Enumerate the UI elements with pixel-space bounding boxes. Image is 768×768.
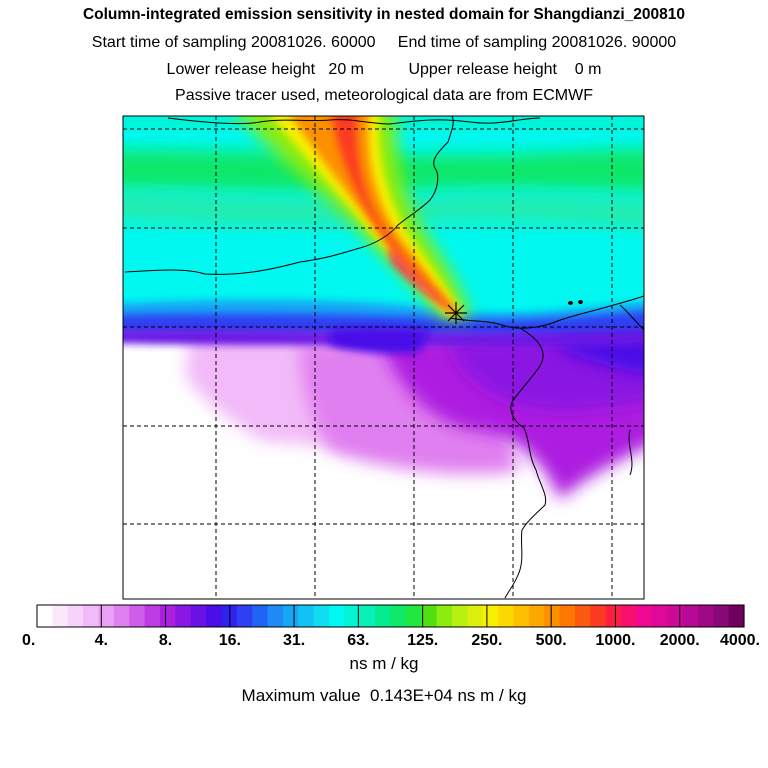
colorbar-cell — [636, 605, 653, 627]
colorbar-cell — [329, 605, 345, 627]
colorbar-tick-label: 125. — [407, 632, 438, 649]
tracer-info: Passive tracer used, meteorological data… — [175, 87, 593, 104]
release-heights: Lower release height 20 m Upper release … — [166, 61, 602, 78]
coastline-southeast — [628, 429, 633, 476]
colorbar-cell — [52, 605, 69, 627]
colorbar-cell — [159, 605, 176, 627]
colorbar-cell — [713, 605, 730, 627]
coastline-north — [167, 117, 541, 125]
colorbar-cell — [667, 605, 684, 627]
colorbar-cell — [206, 605, 223, 627]
colorbar-cell — [98, 605, 115, 627]
colorbar-cell — [267, 605, 284, 627]
colorbar-cell — [697, 605, 714, 627]
colorbar-cell — [621, 605, 638, 627]
colorbar-tick-label: 1000. — [595, 632, 635, 649]
colorbar-cell — [144, 605, 161, 627]
colorbar-cell — [313, 605, 330, 627]
colorbar-tick-label: 63. — [347, 632, 369, 649]
colorbar-cell — [528, 605, 545, 627]
colorbar-frame — [36, 604, 745, 628]
coastline-east-small — [619, 304, 644, 331]
colorbar-cell — [175, 605, 192, 627]
colorbar-tick-label: 500. — [536, 632, 567, 649]
colorbar-tick-label: 0. — [22, 632, 35, 649]
colorbar-cell — [252, 605, 269, 627]
colorbar-cell — [728, 605, 745, 627]
colorbar-cell — [236, 605, 253, 627]
field-blue-tongue — [330, 327, 430, 354]
colorbar-cell — [83, 605, 100, 627]
colorbar-cell — [651, 605, 668, 627]
colorbar-tick-label: 2000. — [660, 632, 700, 649]
colorbar-cell — [375, 605, 392, 627]
colorbar-tick-label: 250. — [471, 632, 502, 649]
colorbar-cell — [590, 605, 607, 627]
colorbar-tick-label: 4000. — [720, 632, 760, 649]
colorbar-cell — [498, 605, 515, 627]
chart-title: Column-integrated emission sensitivity i… — [82, 6, 686, 23]
colorbar-units: ns m / kg — [349, 654, 419, 673]
coastline-east — [449, 295, 644, 329]
map-grid — [123, 116, 644, 599]
colorbar-cell — [605, 605, 622, 627]
maximum-value: Maximum value 0.143E+04 ns m / kg — [241, 686, 527, 705]
colorbar-cell — [298, 605, 315, 627]
colorbar-cell — [559, 605, 576, 627]
colorbar-cell — [482, 605, 499, 627]
colorbar-cell — [467, 605, 484, 627]
colorbar-cell — [574, 605, 591, 627]
colorbar-cells — [36, 604, 745, 628]
plume-red — [332, 116, 456, 313]
colorbar-cell — [67, 605, 84, 627]
colorbar-cell — [544, 605, 561, 627]
colorbar-cell — [190, 605, 207, 627]
colorbar-cell — [37, 605, 53, 627]
receptor-marker — [445, 302, 467, 324]
colorbar-tick-label: 8. — [159, 632, 172, 649]
colorbar-cell — [513, 605, 530, 627]
colorbar-cell — [344, 605, 361, 627]
colorbar-cell — [436, 605, 453, 627]
sampling-times: Start time of sampling 20081026. 60000 E… — [91, 34, 677, 51]
coastline — [124, 116, 454, 275]
colorbar-cell — [682, 605, 699, 627]
colorbar-tick-label: 16. — [219, 632, 241, 649]
colorbar-cell — [390, 605, 407, 627]
map-frame — [122, 115, 645, 600]
colorbar-tick-label: 31. — [283, 632, 305, 649]
colorbar-cell — [405, 605, 422, 627]
island-marks — [568, 300, 583, 305]
colorbar: 0. 4. 8. 16. 31. 63. 125. 250. 500. 1000. 2000. 400… — [22, 604, 760, 649]
colorbar-tick-labels: 0. 4. 8. 16. 31. 63. 125. 250. 500. 1000. 2000. 400… — [22, 605, 760, 649]
colorbar-cell — [421, 605, 438, 627]
colorbar-cell — [282, 605, 299, 627]
colorbar-cell — [113, 605, 130, 627]
coastline-peninsula — [504, 327, 547, 599]
colorbar-tick-label: 4. — [95, 632, 108, 649]
colorbar-cell — [359, 605, 376, 627]
colorbar-cell — [451, 605, 468, 627]
colorbar-cell — [129, 605, 146, 627]
